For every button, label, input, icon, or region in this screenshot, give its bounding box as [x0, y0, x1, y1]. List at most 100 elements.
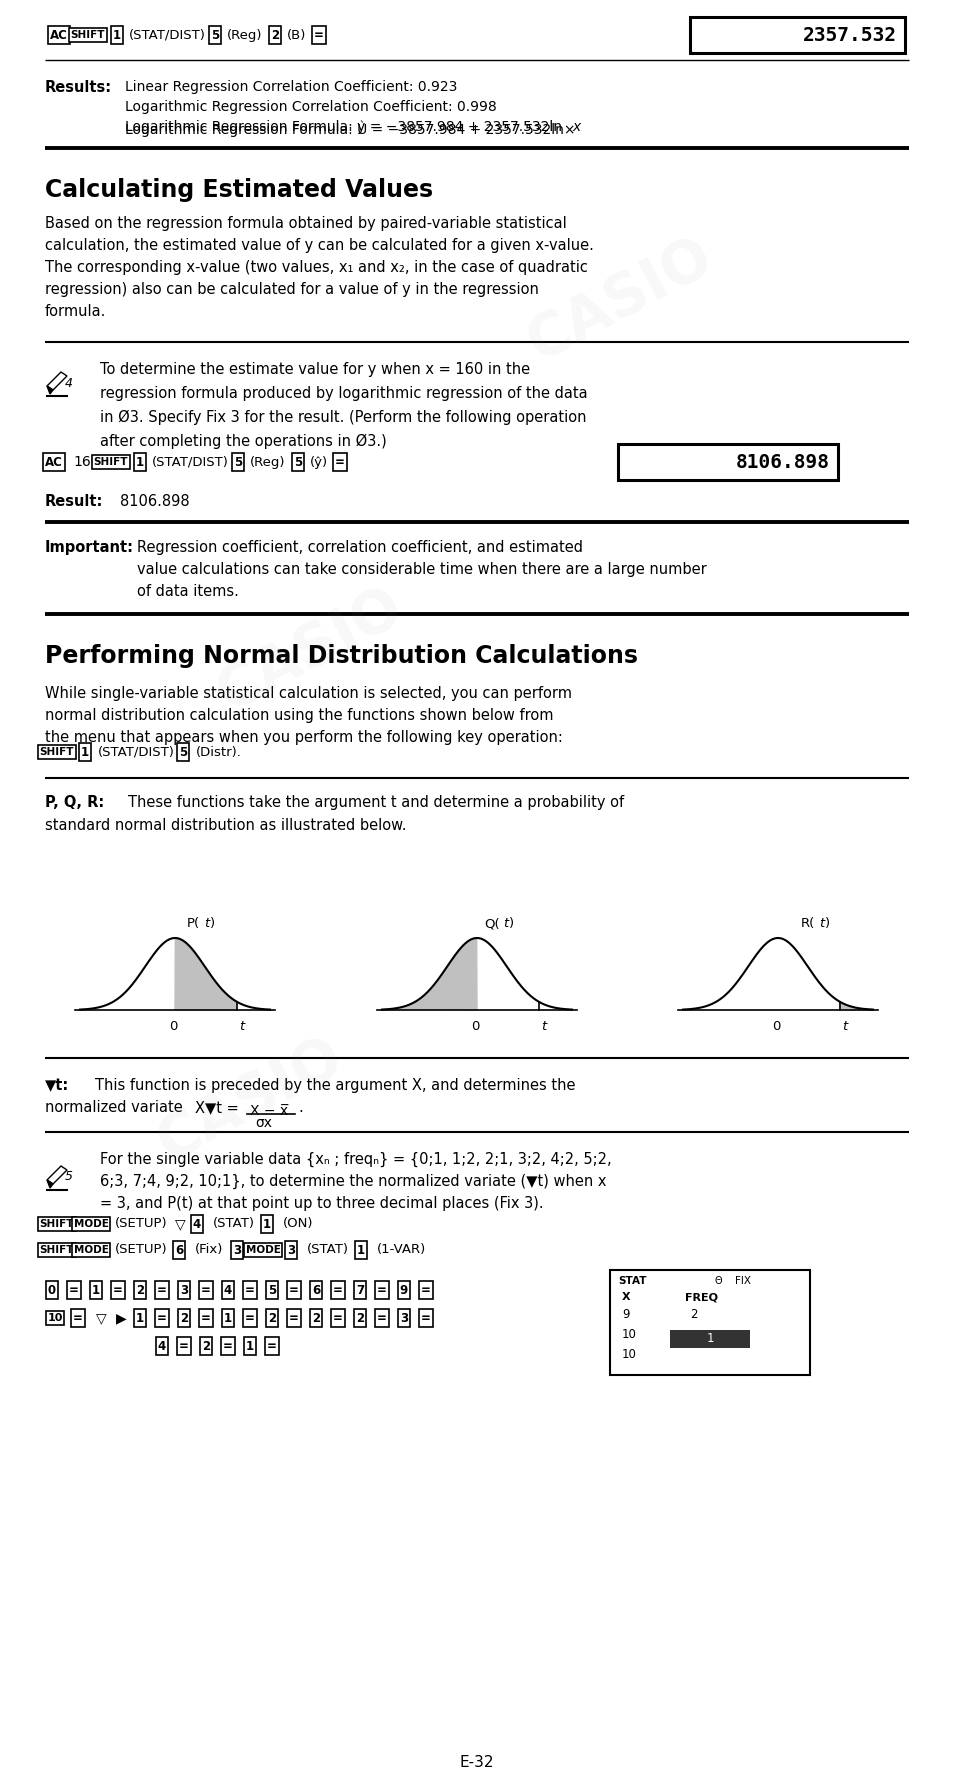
Text: CASIO: CASIO	[148, 1027, 352, 1172]
Text: =: =	[376, 1312, 387, 1325]
Text: (SETUP): (SETUP)	[115, 1217, 168, 1231]
Text: Logarithmic Regression Formula: y = −3857.984 + 2357.532ln: Logarithmic Regression Formula: y = −385…	[125, 120, 561, 135]
Text: Result:: Result:	[45, 494, 103, 508]
Text: (Reg): (Reg)	[227, 28, 262, 41]
Text: x: x	[572, 120, 579, 135]
Text: MODE: MODE	[73, 1218, 109, 1229]
Polygon shape	[174, 939, 236, 1009]
Text: (ŷ): (ŷ)	[310, 455, 328, 469]
Text: σx: σx	[254, 1116, 272, 1130]
Text: 2: 2	[689, 1309, 697, 1321]
Text: AC: AC	[45, 455, 63, 469]
Text: (1-VAR): (1-VAR)	[376, 1243, 426, 1256]
Text: 10: 10	[621, 1348, 637, 1360]
Text: X: X	[621, 1293, 630, 1302]
Text: 10: 10	[621, 1328, 637, 1341]
Text: 8106.898: 8106.898	[735, 453, 829, 471]
Text: 1: 1	[246, 1339, 253, 1353]
Text: 2: 2	[202, 1339, 210, 1353]
Text: Based on the regression formula obtained by paired-variable statistical: Based on the regression formula obtained…	[45, 216, 566, 230]
Text: regression) also can be calculated for a value of y in the regression: regression) also can be calculated for a…	[45, 282, 538, 298]
Text: 2: 2	[271, 28, 279, 41]
Text: =: =	[314, 28, 324, 41]
Text: = 3, and P(t) at that point up to three decimal places (Fix 3).: = 3, and P(t) at that point up to three …	[100, 1195, 543, 1211]
Text: (B): (B)	[287, 28, 306, 41]
Text: STAT: STAT	[618, 1275, 646, 1286]
Text: 1: 1	[135, 1312, 144, 1325]
Text: For the single variable data {xₙ ; freqₙ} = {0;1, 1;2, 2;1, 3;2, 4;2, 5;2,: For the single variable data {xₙ ; freqₙ…	[100, 1151, 611, 1167]
Text: ▽: ▽	[174, 1217, 186, 1231]
Text: R(: R(	[800, 917, 814, 930]
Text: 2: 2	[180, 1312, 188, 1325]
Text: t: t	[239, 1020, 244, 1032]
Text: after completing the operations in Ø3.): after completing the operations in Ø3.)	[100, 434, 386, 450]
Text: 6;3, 7;4, 9;2, 10;1}, to determine the normalized variate (▼t) when x: 6;3, 7;4, 9;2, 10;1}, to determine the n…	[100, 1174, 606, 1188]
Polygon shape	[839, 1002, 872, 1009]
Text: Regression coefficient, correlation coefficient, and estimated: Regression coefficient, correlation coef…	[137, 540, 582, 554]
Text: 2: 2	[268, 1312, 275, 1325]
Text: =: =	[376, 1284, 387, 1296]
Text: of data items.: of data items.	[137, 584, 238, 599]
Text: 8106.898: 8106.898	[120, 494, 190, 508]
Text: ): )	[211, 917, 215, 930]
Text: formula.: formula.	[45, 305, 107, 319]
Text: Important:: Important:	[45, 540, 133, 554]
Text: standard normal distribution as illustrated below.: standard normal distribution as illustra…	[45, 818, 406, 832]
Text: =: =	[113, 1284, 123, 1296]
Text: (STAT/DIST): (STAT/DIST)	[152, 455, 229, 469]
Text: value calculations can take considerable time when there are a large number: value calculations can take considerable…	[137, 561, 706, 577]
Polygon shape	[47, 1179, 53, 1188]
Text: Q(: Q(	[484, 917, 499, 930]
Text: 10: 10	[48, 1312, 63, 1323]
Text: 7: 7	[355, 1284, 364, 1296]
Text: SHIFT: SHIFT	[40, 1245, 74, 1256]
Text: =: =	[289, 1312, 298, 1325]
Text: 5: 5	[233, 455, 242, 469]
Text: t: t	[841, 1020, 846, 1032]
Text: 9: 9	[399, 1284, 408, 1296]
Text: (Reg): (Reg)	[250, 455, 285, 469]
Text: =: =	[245, 1312, 254, 1325]
Text: AC: AC	[50, 28, 68, 41]
Text: 5: 5	[65, 1171, 73, 1183]
Text: t: t	[819, 917, 823, 930]
Text: 0: 0	[771, 1020, 780, 1032]
Text: =: =	[335, 455, 345, 469]
Text: =: =	[420, 1312, 431, 1325]
Text: 1: 1	[112, 28, 121, 41]
Text: FIX: FIX	[734, 1275, 750, 1286]
Text: normalized variate: normalized variate	[45, 1100, 183, 1116]
Text: These functions take the argument t and determine a probability of: These functions take the argument t and …	[128, 795, 623, 809]
Text: =: =	[73, 1312, 83, 1325]
Text: =: =	[157, 1312, 167, 1325]
Text: 0: 0	[169, 1020, 177, 1032]
Text: 1: 1	[224, 1312, 232, 1325]
Text: 2: 2	[135, 1284, 144, 1296]
Text: 5: 5	[211, 28, 219, 41]
Text: (ON): (ON)	[283, 1217, 314, 1231]
Text: (STAT/DIST): (STAT/DIST)	[98, 746, 174, 758]
Text: 6: 6	[174, 1243, 183, 1256]
Text: =: =	[245, 1284, 254, 1296]
Polygon shape	[47, 386, 53, 393]
Text: 3: 3	[180, 1284, 188, 1296]
Text: X − x̅: X − x̅	[250, 1103, 288, 1118]
Text: =: =	[179, 1339, 189, 1353]
Text: =: =	[289, 1284, 298, 1296]
Text: (STAT/DIST): (STAT/DIST)	[129, 28, 206, 41]
Text: 1: 1	[263, 1217, 271, 1231]
Text: 0: 0	[48, 1284, 56, 1296]
Bar	[669, 1330, 749, 1348]
Text: regression formula produced by logarithmic regression of the data: regression formula produced by logarithm…	[100, 386, 587, 400]
Text: ▼t:: ▼t:	[45, 1079, 70, 1093]
Text: FREQ: FREQ	[684, 1293, 718, 1302]
Text: (Fix): (Fix)	[194, 1243, 223, 1256]
Text: CASIO: CASIO	[517, 228, 721, 372]
Text: 2: 2	[355, 1312, 364, 1325]
Text: =: =	[333, 1312, 342, 1325]
Text: 2357.532: 2357.532	[802, 25, 896, 44]
Text: 9: 9	[621, 1309, 629, 1321]
Text: Linear Regression Correlation Coefficient: 0.923: Linear Regression Correlation Coefficien…	[125, 80, 456, 94]
Text: MODE: MODE	[73, 1245, 109, 1256]
Text: The corresponding x-value (two values, x₁ and x₂, in the case of quadratic: The corresponding x-value (two values, x…	[45, 260, 587, 275]
